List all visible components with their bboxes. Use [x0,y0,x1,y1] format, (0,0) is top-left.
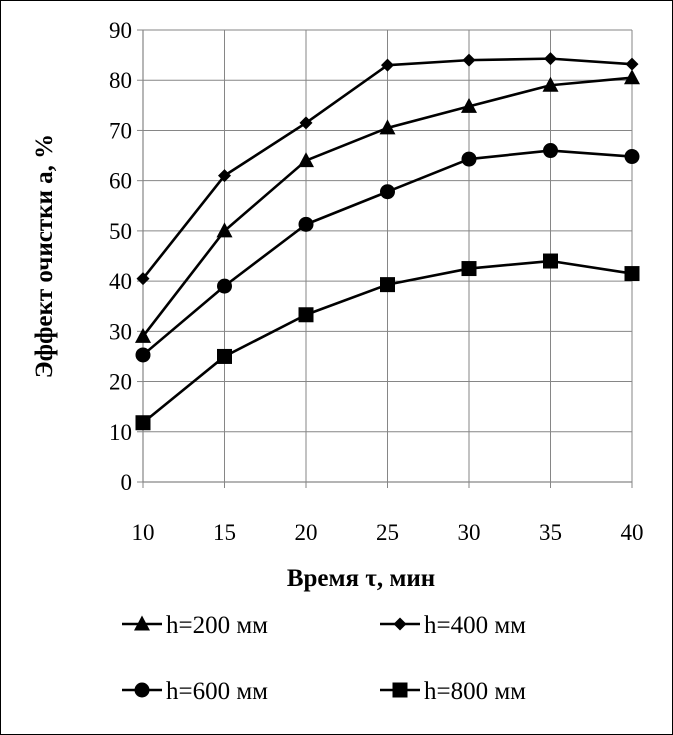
data-point-diamond [625,57,639,71]
legend-label: h=800 мм [424,678,526,705]
x-tick-label: 35 [539,520,562,545]
data-point-square [624,266,640,282]
data-point-circle [543,143,558,159]
data-point-circle [217,278,232,294]
data-point-diamond [544,52,557,66]
y-tick-label: 10 [109,420,132,445]
y-tick-label: 20 [109,370,132,395]
data-point-circle [461,151,477,167]
series-triangle [135,69,640,343]
data-point-triangle [542,76,559,92]
data-point-triangle [135,327,151,343]
data-point-triangle [216,222,233,238]
y-tick-label: 80 [109,68,132,93]
y-tick-label: 30 [109,319,132,344]
data-point-circle [298,216,314,232]
series-diamond [136,52,639,286]
legend-item: h=200 мм [122,612,268,639]
data-point-circle [624,149,640,165]
data-point-diamond [381,58,394,72]
data-point-diamond [299,116,313,130]
legend-item: h=600 мм [122,678,268,705]
data-point-square [380,277,395,293]
data-point-square [298,307,314,323]
grid [142,29,633,483]
x-tick-label: 30 [458,520,481,545]
y-tick-label: 90 [109,18,132,43]
x-tick-label: 20 [295,520,318,545]
data-point-triangle [461,97,477,113]
legend-marker-circle [134,682,150,698]
data-point-triangle [624,69,640,85]
series-layer [135,52,640,431]
data-point-diamond [462,53,476,67]
x-axis-ticks: 10 15 20 25 30 35 40 [132,482,644,545]
data-point-triangle [298,152,314,168]
y-tick-label: 40 [109,269,132,294]
data-point-diamond [136,272,150,286]
x-tick-label: 25 [376,520,399,545]
series-circle [135,143,640,363]
data-point-circle [380,184,395,200]
data-point-square [217,348,232,364]
y-tick-label: 60 [109,169,132,194]
data-point-square [135,415,151,431]
series-square [135,253,640,431]
legend-label: h=200 мм [166,612,268,639]
x-axis-title: Время τ, мин [287,565,435,592]
y-axis-title: Эффект очистки а, % [31,134,58,378]
legend: h=200 мм h=400 мм h=600 мм h=800 мм [122,612,526,705]
y-tick-label: 50 [109,219,132,244]
legend-marker-diamond [393,617,407,631]
legend-label: h=400 мм [424,612,526,639]
data-point-circle [135,347,151,363]
data-point-square [543,253,558,269]
legend-item: h=400 мм [380,612,526,639]
legend-marker-square [392,682,408,698]
legend-label: h=600 мм [166,678,268,705]
x-tick-label: 40 [621,520,644,545]
data-point-triangle [379,119,396,135]
data-point-diamond [218,169,231,183]
y-tick-label: 0 [121,470,133,495]
legend-marker-triangle [134,615,150,631]
data-point-square [461,261,477,277]
y-axis-ticks: 0 10 20 30 40 50 60 70 80 90 [109,18,143,495]
legend-item: h=800 мм [380,678,526,705]
y-tick-label: 70 [109,118,132,143]
x-tick-label: 15 [213,520,236,545]
x-tick-label: 10 [132,520,155,545]
